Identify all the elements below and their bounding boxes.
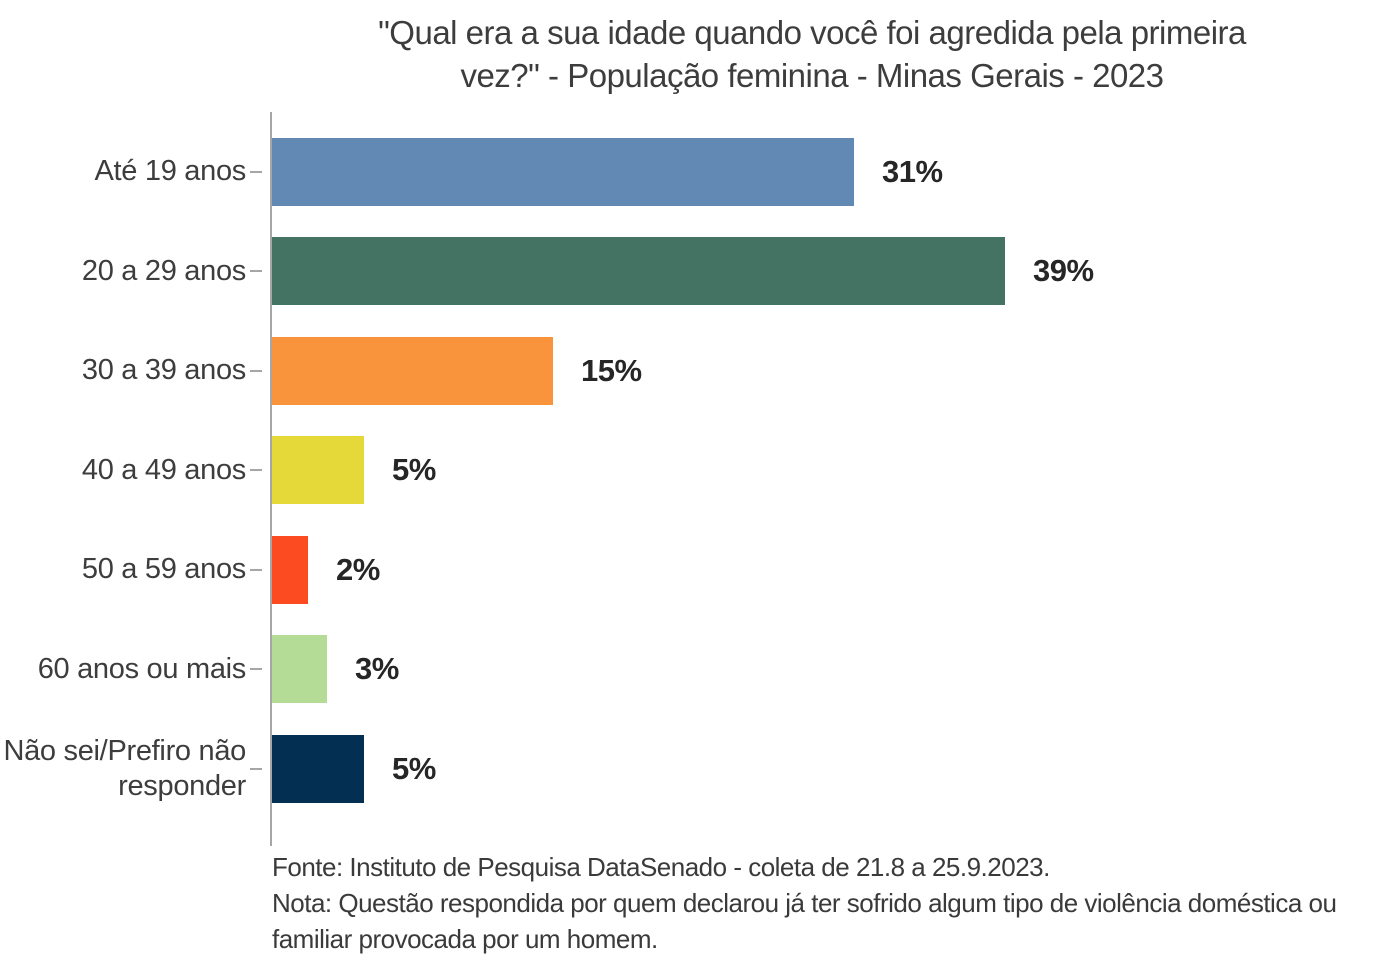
y-axis-line [270, 111, 272, 847]
category-label: 60 anos ou mais [37, 652, 247, 685]
plot-area: Até 19 anos 31% 20 a 29 anos 39% 30 a 39 ano… [0, 111, 1382, 847]
bar [270, 237, 1005, 306]
category-label: Não sei/Prefiro não responder [3, 735, 246, 802]
axis-tick [250, 668, 262, 671]
bar [270, 535, 308, 604]
bar-row: 20 a 29 anos 39% [0, 221, 1382, 321]
axis-tick [250, 568, 262, 571]
axis-tick [250, 469, 262, 472]
chart-title-line2: vez?" - População feminina - Minas Gerai… [460, 56, 1164, 94]
bar-area: 2% [270, 535, 1382, 604]
bar [270, 734, 364, 803]
bar-row: Não sei/Prefiro não responder 5% [0, 719, 1382, 819]
bar-area: 5% [270, 734, 1382, 803]
bar-area: 15% [270, 336, 1382, 405]
bar-row: 60 anos ou mais 3% [0, 619, 1382, 719]
methodology-note: Nota: Questão respondida por quem declar… [272, 888, 1337, 955]
bar-area: 5% [270, 436, 1382, 505]
source-note: Fonte: Instituto de Pesquisa DataSenado … [272, 852, 1050, 883]
axis-tick [250, 270, 262, 273]
value-label: 5% [392, 750, 436, 786]
chart-title: "Qual era a sua idade quando você foi ag… [250, 12, 1374, 98]
value-label: 39% [1033, 253, 1094, 289]
axis-tick [250, 170, 262, 173]
bar-area: 3% [270, 635, 1382, 704]
category-label: 50 a 59 anos [81, 553, 246, 586]
value-label: 5% [392, 452, 436, 488]
bar [270, 635, 327, 704]
bar-area: 31% [270, 137, 1382, 206]
chart-rows: Até 19 anos 31% 20 a 29 anos 39% 30 a 39 ano… [0, 122, 1382, 819]
value-label: 15% [581, 352, 642, 388]
bar-row: 30 a 39 anos 15% [0, 321, 1382, 421]
category-label: 30 a 39 anos [81, 354, 246, 387]
bar [270, 436, 364, 505]
value-label: 2% [336, 551, 380, 587]
bar [270, 137, 854, 206]
bar-area: 39% [270, 237, 1382, 306]
chart-title-line1: "Qual era a sua idade quando você foi ag… [378, 14, 1246, 51]
category-label: 40 a 49 anos [81, 453, 246, 486]
bar-row: 40 a 49 anos 5% [0, 420, 1382, 520]
category-label: Até 19 anos [94, 155, 247, 188]
bar-row: 50 a 59 anos 2% [0, 520, 1382, 620]
chart-footer: Fonte: Instituto de Pesquisa DataSenado … [272, 850, 1362, 958]
category-label: 20 a 29 anos [81, 254, 246, 287]
axis-tick [250, 369, 262, 372]
bar-row: Até 19 anos 31% [0, 122, 1382, 222]
value-label: 31% [882, 153, 943, 189]
value-label: 3% [355, 651, 399, 687]
bar [270, 336, 553, 405]
axis-tick [250, 767, 262, 770]
